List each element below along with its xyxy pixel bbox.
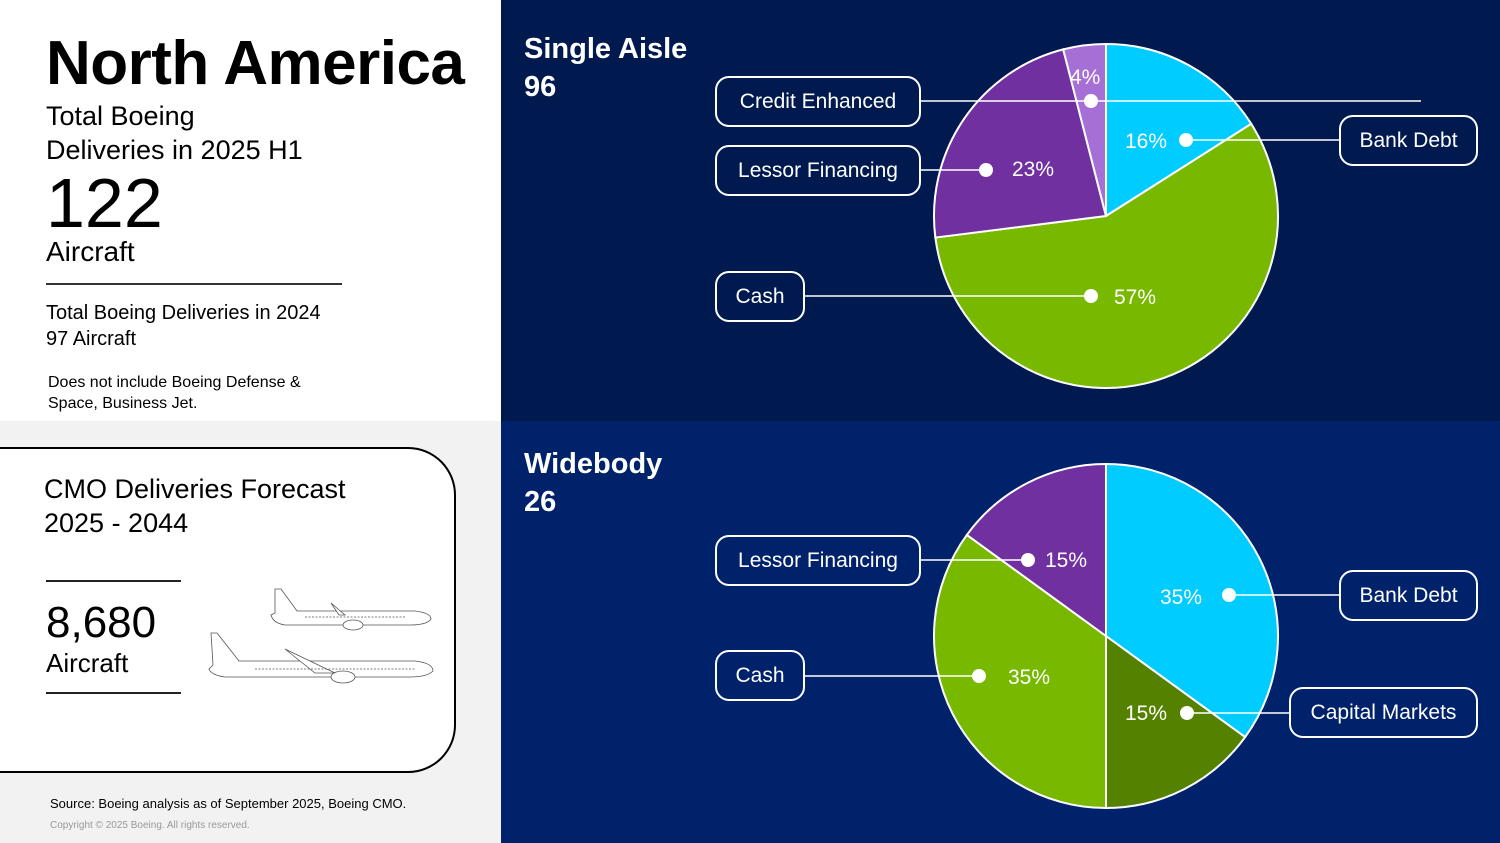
pie-slice-bank-debt: [1105, 42, 1253, 218]
legend-cash: Cash: [715, 271, 805, 322]
legend-lessor-financing: Lessor Financing: [715, 145, 921, 196]
forecast-unit: Aircraft: [46, 648, 129, 678]
chart-total: 26: [524, 486, 557, 518]
pie-slice-lessor-financing: [965, 462, 1107, 638]
summary-panel: [0, 0, 501, 421]
legend-bank-debt: Bank Debt: [1339, 570, 1478, 621]
legend-bank-debt: Bank Debt: [1339, 115, 1478, 166]
single-aisle-title: Single Aisle 96: [524, 30, 687, 106]
chart-title: Single Aisle: [524, 33, 688, 65]
forecast-title: CMO Deliveries Forecast 2025 - 2044: [44, 472, 346, 540]
pct-credit-enhanced: 4%: [1070, 66, 1101, 89]
pct-capital-markets: 15%: [1125, 702, 1168, 725]
legend-lessor-financing: Lessor Financing: [715, 535, 921, 586]
pct-cash: 35%: [1008, 666, 1051, 689]
single-aisle-pie: [805, 42, 1421, 390]
deliveries-subtitle: Total Boeing Deliveries in 2025 H1: [46, 99, 376, 167]
total-deliveries-value: 122: [46, 164, 163, 242]
copyright: Copyright © 2025 Boeing. All rights rese…: [50, 820, 250, 831]
prev-line-2: 97 Aircraft: [46, 328, 137, 350]
pct-lessor-financing: 23%: [1012, 158, 1055, 181]
divider: [46, 692, 181, 694]
pie-slice-lessor-financing: [933, 48, 1108, 239]
region-title: North America: [46, 29, 465, 98]
pct-cash: 57%: [1114, 286, 1157, 309]
exclusion-note: Does not include Boeing Defense & Space,…: [48, 372, 301, 414]
source-note: Source: Boeing analysis as of September …: [50, 796, 407, 811]
pie-slice-bank-debt: [1105, 462, 1279, 739]
airplanes-icon: [208, 588, 434, 684]
pct-bank-debt: 16%: [1125, 130, 1168, 153]
pct-bank-debt: 35%: [1160, 586, 1203, 609]
legend-credit-enhanced: Credit Enhanced: [715, 76, 921, 127]
subtitle-line-1: Total Boeing: [46, 101, 195, 131]
pie-slice-cash: [934, 122, 1279, 390]
forecast-title-line-2: 2025 - 2044: [44, 508, 189, 538]
chart-total: 96: [524, 71, 557, 103]
total-deliveries-unit: Aircraft: [46, 236, 135, 267]
pie-slice-credit-enhanced: [1062, 42, 1107, 217]
prev-line-1: Total Boeing Deliveries in 2024: [46, 302, 321, 324]
pie-slice-capital-markets: [1105, 634, 1247, 810]
pie-slice-cash: [933, 533, 1107, 810]
divider: [46, 580, 181, 582]
forecast-card: [0, 447, 456, 773]
legend-capital-markets: Capital Markets: [1289, 687, 1478, 738]
pct-lessor-financing: 15%: [1045, 549, 1088, 572]
note-line-1: Does not include Boeing Defense &: [48, 374, 301, 391]
forecast-title-line-1: CMO Deliveries Forecast: [44, 474, 346, 504]
chart-title: Widebody: [524, 448, 663, 480]
legend-cash: Cash: [715, 650, 805, 701]
subtitle-line-2: Deliveries in 2025 H1: [46, 135, 303, 165]
note-line-2: Space, Business Jet.: [48, 395, 198, 412]
widebody-pie: [805, 462, 1341, 810]
forecast-value: 8,680: [46, 598, 157, 647]
previous-year-deliveries: Total Boeing Deliveries in 2024 97 Aircr…: [46, 300, 321, 352]
widebody-title: Widebody 26: [524, 445, 662, 521]
divider: [46, 283, 342, 285]
